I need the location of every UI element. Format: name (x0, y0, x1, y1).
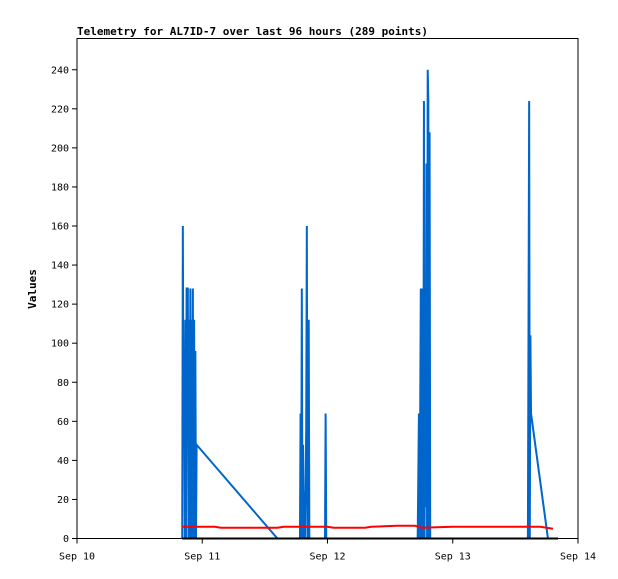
x-axis: Sep 10 Sep 11 Sep 12 Sep 13 Sep 14 (59, 538, 596, 563)
x-tick-label-4: Sep 14 (560, 552, 596, 563)
series-layer (181, 69, 558, 540)
y-tick-label-9: 180 (51, 182, 69, 193)
y-tick-label-4: 80 (57, 378, 69, 389)
x-tick-label-2: Sep 12 (309, 552, 345, 563)
y-tick-label-5: 100 (51, 339, 69, 350)
y-tick-label-10: 200 (51, 143, 69, 154)
y-tick-label-11: 220 (51, 104, 69, 115)
series-line-1 (181, 69, 549, 540)
y-tick-label-12: 240 (51, 65, 69, 76)
y-tick-label-6: 120 (51, 300, 69, 311)
y-tick-label-2: 40 (57, 456, 69, 467)
y-axis-label: Values (26, 269, 39, 309)
y-tick-label-1: 20 (57, 495, 69, 506)
y-axis: 0 20 40 60 80 100 120 140 160 180 200 220 240 (51, 65, 77, 545)
x-tick-label-0: Sep 10 (59, 552, 95, 563)
chart-title: Telemetry for AL7ID-7 over last 96 hours… (77, 25, 428, 38)
y-tick-label-0: 0 (63, 534, 69, 545)
y-tick-label-8: 160 (51, 222, 69, 233)
series-line-2 (182, 524, 554, 530)
y-tick-label-3: 60 (57, 417, 69, 428)
y-tick-label-7: 140 (51, 261, 69, 272)
x-tick-label-3: Sep 13 (435, 552, 471, 563)
x-tick-label-1: Sep 11 (184, 552, 220, 563)
